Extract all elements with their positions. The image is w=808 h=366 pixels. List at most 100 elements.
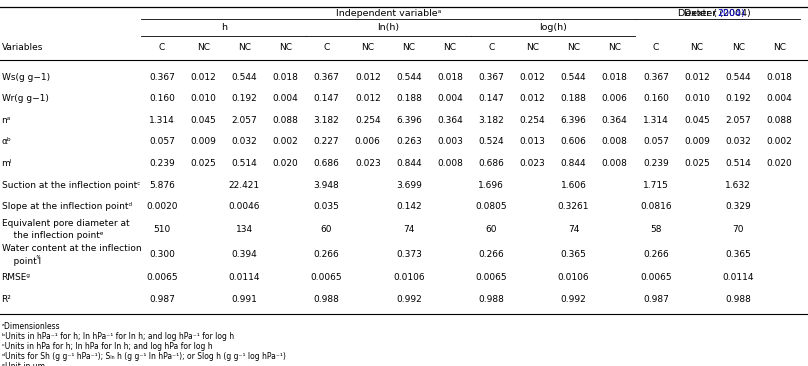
Text: 3.182: 3.182 bbox=[478, 116, 504, 125]
Text: 0.004: 0.004 bbox=[437, 94, 463, 103]
Text: 0.008: 0.008 bbox=[602, 137, 628, 146]
Text: 0.008: 0.008 bbox=[602, 159, 628, 168]
Text: 0.544: 0.544 bbox=[396, 73, 422, 82]
Text: NC: NC bbox=[608, 42, 621, 52]
Text: 0.367: 0.367 bbox=[149, 73, 175, 82]
Text: 0.188: 0.188 bbox=[561, 94, 587, 103]
Text: 0.012: 0.012 bbox=[355, 73, 381, 82]
Text: 0.367: 0.367 bbox=[314, 73, 339, 82]
Text: 1.606: 1.606 bbox=[561, 180, 587, 190]
Text: 0.844: 0.844 bbox=[561, 159, 587, 168]
Text: 0.006: 0.006 bbox=[355, 137, 381, 146]
Text: 0.018: 0.018 bbox=[602, 73, 628, 82]
Text: 0.367: 0.367 bbox=[643, 73, 669, 82]
Text: 0.160: 0.160 bbox=[643, 94, 669, 103]
Text: C: C bbox=[159, 42, 165, 52]
Text: 0.012: 0.012 bbox=[520, 94, 545, 103]
Text: pointἿ: pointἿ bbox=[2, 255, 40, 266]
Text: NC: NC bbox=[732, 42, 745, 52]
Text: 0.3261: 0.3261 bbox=[558, 202, 589, 211]
Text: 1.632: 1.632 bbox=[726, 180, 751, 190]
Text: 0.006: 0.006 bbox=[602, 94, 628, 103]
Text: NC: NC bbox=[361, 42, 374, 52]
Text: 0.004: 0.004 bbox=[272, 94, 298, 103]
Text: 0.009: 0.009 bbox=[190, 137, 216, 146]
Text: 0.514: 0.514 bbox=[231, 159, 257, 168]
Text: ᵉUnit in μm: ᵉUnit in μm bbox=[2, 362, 44, 366]
Text: 0.032: 0.032 bbox=[231, 137, 257, 146]
Text: 0.524: 0.524 bbox=[478, 137, 504, 146]
Text: 0.002: 0.002 bbox=[767, 137, 792, 146]
Text: 0.514: 0.514 bbox=[726, 159, 751, 168]
Text: Independent variableᵃ: Independent variableᵃ bbox=[335, 9, 441, 18]
Text: 0.035: 0.035 bbox=[314, 202, 339, 211]
Text: 0.266: 0.266 bbox=[478, 250, 504, 259]
Text: 0.364: 0.364 bbox=[437, 116, 463, 125]
Text: 0.045: 0.045 bbox=[190, 116, 216, 125]
Text: 0.263: 0.263 bbox=[396, 137, 422, 146]
Text: NC: NC bbox=[196, 42, 209, 52]
Text: 0.009: 0.009 bbox=[684, 137, 710, 146]
Text: 0.0065: 0.0065 bbox=[146, 273, 178, 283]
Text: 0.012: 0.012 bbox=[684, 73, 710, 82]
Text: 6.396: 6.396 bbox=[396, 116, 422, 125]
Text: 0.010: 0.010 bbox=[684, 94, 710, 103]
Text: 0.018: 0.018 bbox=[272, 73, 298, 82]
Text: ᵈUnits for Sh (g g⁻¹ hPa⁻¹); Sₗₙ h (g g⁻¹ ln hPa⁻¹); or Slog h (g g⁻¹ log hPa⁻¹): ᵈUnits for Sh (g g⁻¹ hPa⁻¹); Sₗₙ h (g g⁻… bbox=[2, 352, 285, 361]
Text: 0.686: 0.686 bbox=[314, 159, 339, 168]
Text: Water content at the inflection: Water content at the inflection bbox=[2, 244, 141, 253]
Text: ᶜUnits in hPa for h; ln hPa for ln h; and log hPa for log h: ᶜUnits in hPa for h; ln hPa for ln h; an… bbox=[2, 342, 213, 351]
Text: 0.147: 0.147 bbox=[314, 94, 339, 103]
Text: 70: 70 bbox=[732, 225, 744, 234]
Text: 0.266: 0.266 bbox=[314, 250, 339, 259]
Text: h: h bbox=[221, 23, 227, 32]
Text: 0.018: 0.018 bbox=[767, 73, 793, 82]
Text: 0.367: 0.367 bbox=[478, 73, 504, 82]
Text: 0.057: 0.057 bbox=[643, 137, 669, 146]
Text: 6.396: 6.396 bbox=[561, 116, 587, 125]
Text: 0.023: 0.023 bbox=[355, 159, 381, 168]
Text: 0.004: 0.004 bbox=[767, 94, 792, 103]
Text: 0.0065: 0.0065 bbox=[311, 273, 343, 283]
Text: 0.032: 0.032 bbox=[726, 137, 751, 146]
Text: 0.0114: 0.0114 bbox=[722, 273, 754, 283]
Text: 0.373: 0.373 bbox=[396, 250, 422, 259]
Text: 0.142: 0.142 bbox=[396, 202, 422, 211]
Text: 0.365: 0.365 bbox=[726, 250, 751, 259]
Text: 0.266: 0.266 bbox=[643, 250, 669, 259]
Text: 0.254: 0.254 bbox=[355, 116, 381, 125]
Text: 0.003: 0.003 bbox=[437, 137, 463, 146]
Text: nᵃ: nᵃ bbox=[2, 116, 11, 125]
Text: 74: 74 bbox=[403, 225, 415, 234]
Text: 0.188: 0.188 bbox=[396, 94, 422, 103]
Text: 0.544: 0.544 bbox=[726, 73, 751, 82]
Text: 0.239: 0.239 bbox=[149, 159, 175, 168]
Text: 0.987: 0.987 bbox=[643, 295, 669, 304]
Text: Suction at the inflection pointᶜ: Suction at the inflection pointᶜ bbox=[2, 180, 140, 190]
Text: 0.025: 0.025 bbox=[684, 159, 710, 168]
Text: 0.686: 0.686 bbox=[478, 159, 504, 168]
Text: 0.0065: 0.0065 bbox=[475, 273, 507, 283]
Text: ln(h): ln(h) bbox=[377, 23, 399, 32]
Text: 0.160: 0.160 bbox=[149, 94, 175, 103]
Text: Dexter (: Dexter ( bbox=[678, 9, 717, 18]
Text: 0.045: 0.045 bbox=[684, 116, 710, 125]
Text: 0.0114: 0.0114 bbox=[229, 273, 260, 283]
Text: 58: 58 bbox=[650, 225, 662, 234]
Text: NC: NC bbox=[567, 42, 580, 52]
Text: Equivalent pore diameter at: Equivalent pore diameter at bbox=[2, 219, 129, 228]
Text: 0.988: 0.988 bbox=[726, 295, 751, 304]
Text: 0.254: 0.254 bbox=[520, 116, 545, 125]
Text: 0.227: 0.227 bbox=[314, 137, 339, 146]
Text: NC: NC bbox=[402, 42, 415, 52]
Text: 1.715: 1.715 bbox=[643, 180, 669, 190]
Text: 1.696: 1.696 bbox=[478, 180, 504, 190]
Text: αᵇ: αᵇ bbox=[2, 137, 11, 146]
Text: NC: NC bbox=[772, 42, 786, 52]
Text: 0.329: 0.329 bbox=[726, 202, 751, 211]
Text: 0.012: 0.012 bbox=[355, 94, 381, 103]
Text: 0.394: 0.394 bbox=[231, 250, 257, 259]
Text: NC: NC bbox=[691, 42, 704, 52]
Text: 0.020: 0.020 bbox=[272, 159, 298, 168]
Text: NC: NC bbox=[279, 42, 292, 52]
